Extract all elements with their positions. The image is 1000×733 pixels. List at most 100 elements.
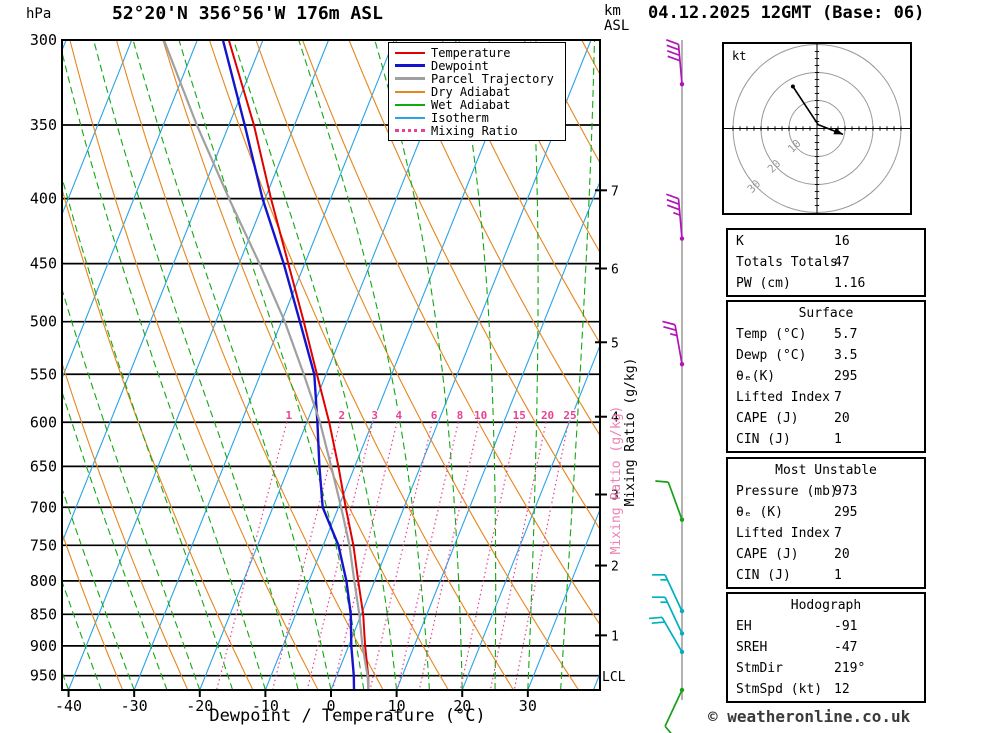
mixing-ratio-axis-label-pink: Mixing Ratio (g/kg)	[609, 406, 624, 555]
pressure-tick-label: 450	[30, 255, 57, 273]
hodograph-unit-label: kt	[732, 49, 746, 63]
stat-value: 47	[834, 255, 850, 270]
most-unstable-title: Most Unstable	[775, 463, 877, 478]
stat-row: Temp (°C) 5.7	[728, 324, 924, 345]
stat-row: Pressure (mb) 973	[728, 481, 924, 502]
stat-label: Dewp (°C)	[736, 348, 807, 363]
stat-label: Lifted Index	[736, 390, 830, 405]
legend-item: Dry Adiabat	[395, 85, 561, 99]
temp-tick-label: -10	[252, 697, 279, 715]
stat-value: 1	[834, 568, 842, 583]
wind-barb	[655, 480, 685, 522]
legend-swatch-isotherm	[395, 116, 425, 119]
stat-row: StmSpd (kt) 12	[728, 679, 924, 700]
hodograph-ring-label: 10	[785, 137, 804, 156]
stat-value: 16	[834, 234, 850, 249]
legend-label: Mixing Ratio	[431, 123, 518, 138]
stat-value: 5.7	[834, 327, 858, 342]
hodograph-trace-arrowhead	[833, 127, 843, 135]
stat-value: 295	[834, 505, 858, 520]
temp-tick-label: 20	[453, 697, 471, 715]
stat-value: 20	[834, 547, 850, 562]
km-tick-label: 3	[611, 489, 619, 504]
legend-item: Isotherm	[395, 111, 561, 125]
stat-label: PW (cm)	[736, 276, 791, 291]
stat-row: CIN (J) 1	[728, 565, 924, 586]
stat-label: StmDir	[736, 661, 783, 676]
pressure-tick-label: 700	[30, 498, 57, 516]
temp-tick-label: -30	[121, 697, 148, 715]
stability-indices-box: K 16 Totals Totals 47 PW (cm) 1.16	[726, 228, 926, 297]
plot-interior	[62, 40, 600, 690]
wind-barb-column	[648, 39, 685, 733]
mixing-ratio-value-label: 25	[563, 409, 576, 422]
pressure-tick-label: 950	[30, 667, 57, 685]
legend-swatch-mixing-ratio	[395, 129, 425, 132]
stat-label: Pressure (mb)	[736, 484, 838, 499]
stat-label: StmSpd (kt)	[736, 682, 823, 697]
dewpoint-curve	[221, 40, 356, 690]
pressure-tick-label: 400	[30, 190, 57, 208]
skewt-plot-layers: 3003504004505005506006507007508008509009…	[30, 31, 685, 733]
temp-tick-label: -20	[186, 697, 213, 715]
pressure-tick-label: 550	[30, 365, 57, 383]
surface-title: Surface	[798, 306, 854, 321]
legend-label: Parcel Trajectory	[431, 71, 554, 86]
hodograph-stats-rows: EH -91 SREH -47 StmDir 219° StmSpd (kt) 12	[728, 616, 924, 700]
stat-label: CAPE (J)	[736, 547, 799, 562]
stat-row: CAPE (J) 20	[728, 408, 924, 429]
temperature-curve	[227, 40, 370, 690]
stat-label: EH	[736, 619, 752, 634]
pressure-tick-label: 750	[30, 536, 57, 554]
pressure-tick-label: 850	[30, 605, 57, 623]
temperature-axis: -40 -30 -20 -10 0 10 20 30	[55, 690, 537, 715]
stat-row: StmDir 219°	[728, 658, 924, 679]
km-tick-label: 7	[611, 184, 619, 199]
stat-label: θₑ(K)	[736, 369, 776, 384]
copyright: © weatheronline.co.uk	[708, 707, 911, 726]
mixing-ratio-value-label: 15	[513, 409, 526, 422]
stat-value: -47	[834, 640, 858, 655]
mixing-ratio-axis-label: Mixing Ratio (g/kg)	[623, 358, 638, 507]
page-title: 52°20'N 356°56'W 176m ASL	[112, 3, 383, 24]
stat-label: Totals Totals	[736, 255, 838, 270]
stat-row: CAPE (J) 20	[728, 544, 924, 565]
stat-label: CIN (J)	[736, 432, 791, 447]
stability-indices-rows: K 16 Totals Totals 47 PW (cm) 1.16	[728, 231, 924, 294]
dry-adiabat-lines	[62, 40, 600, 690]
legend-item: Parcel Trajectory	[395, 71, 561, 86]
legend-swatch-dry-adiabat	[395, 90, 425, 93]
most-unstable-rows: Pressure (mb) 973 θₑ (K) 295 Lifted Index 7 CA…	[728, 481, 924, 586]
legend-label: Temperature	[431, 45, 511, 60]
altitude-axis-unit: km ASL	[604, 4, 629, 34]
asl-label: ASL	[604, 18, 630, 34]
wind-barb	[664, 687, 685, 733]
km-tick-label: 1	[611, 629, 619, 644]
surface-stats-box: Surface Temp (°C) 5.7 Dewp (°C) 3.5 θₑ(K) 295…	[726, 300, 926, 453]
mixing-ratio-lines	[216, 422, 570, 690]
wind-barb	[652, 573, 685, 614]
mixing-ratio-value-label: 8	[457, 409, 464, 422]
stat-row: Totals Totals 47	[728, 252, 924, 273]
stat-row: PW (cm) 1.16	[728, 273, 924, 294]
wind-barb	[666, 39, 685, 87]
mixing-ratio-value-label: 2	[339, 409, 346, 422]
stat-value: -91	[834, 619, 858, 634]
wind-barb	[648, 616, 685, 655]
mixing-ratio-value-label: 10	[474, 409, 487, 422]
hodograph-trace-start	[790, 84, 795, 89]
stat-value: 1	[834, 432, 842, 447]
stat-row: K 16	[728, 231, 924, 252]
temp-tick-label: 30	[519, 697, 537, 715]
hodograph: 10 20 30 kt	[722, 42, 912, 215]
hodograph-stats-title: Hodograph	[790, 598, 862, 613]
stat-value: 7	[834, 526, 842, 541]
stat-label: Lifted Index	[736, 526, 830, 541]
stat-value: 295	[834, 369, 858, 384]
pressure-tick-label: 600	[30, 413, 57, 431]
mixing-ratio-value-label: 20	[541, 409, 554, 422]
temp-tick-label: -40	[55, 697, 82, 715]
